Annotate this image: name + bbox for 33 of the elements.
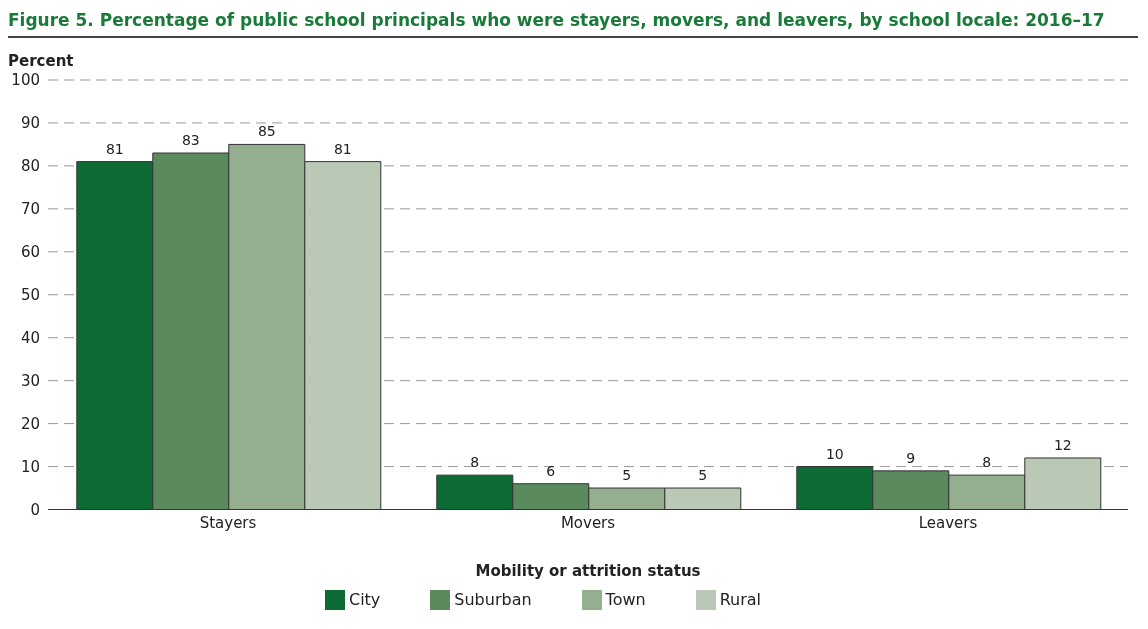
legend-label: Rural [719, 589, 762, 609]
y-tick-label: 100 [11, 71, 40, 90]
data-label: 83 [181, 132, 200, 149]
data-label: 81 [333, 140, 352, 157]
data-label: 12 [1053, 436, 1072, 453]
y-tick-label: 40 [20, 329, 40, 348]
legend-label: Suburban [454, 589, 532, 609]
y-tick-label: 80 [20, 157, 40, 176]
y-tick-label: 0 [30, 500, 40, 519]
y-tick-label: 30 [20, 371, 40, 390]
x-axis-title: Mobility or attrition status [475, 561, 701, 580]
x-tick-label: Leavers [918, 514, 978, 533]
y-tick-label: 90 [20, 114, 40, 133]
y-tick-label: 70 [20, 200, 40, 219]
y-tick-label: 10 [20, 457, 40, 476]
data-label: 6 [546, 462, 556, 479]
x-tick-label: Movers [560, 514, 616, 533]
chart-title: Figure 5. Percentage of public school principals who were stayers, movers, and leavers, by school locale: 2016–17 [8, 8, 1138, 38]
y-axis-title: Percent [8, 52, 75, 70]
legend-label: Town [605, 589, 646, 609]
y-tick-label: 20 [20, 414, 40, 433]
x-tick-label: Stayers [199, 514, 257, 533]
data-label: 5 [698, 467, 708, 484]
legend-label: City [348, 589, 381, 609]
y-tick-label: 60 [20, 243, 40, 262]
data-label: 9 [906, 449, 916, 466]
data-label: 5 [622, 467, 632, 484]
data-label: 8 [470, 454, 480, 471]
data-label: 10 [825, 445, 844, 462]
y-tick-label: 50 [20, 286, 40, 305]
data-label: 85 [257, 123, 276, 140]
data-label: 8 [982, 454, 992, 471]
data-label: 81 [105, 140, 124, 157]
